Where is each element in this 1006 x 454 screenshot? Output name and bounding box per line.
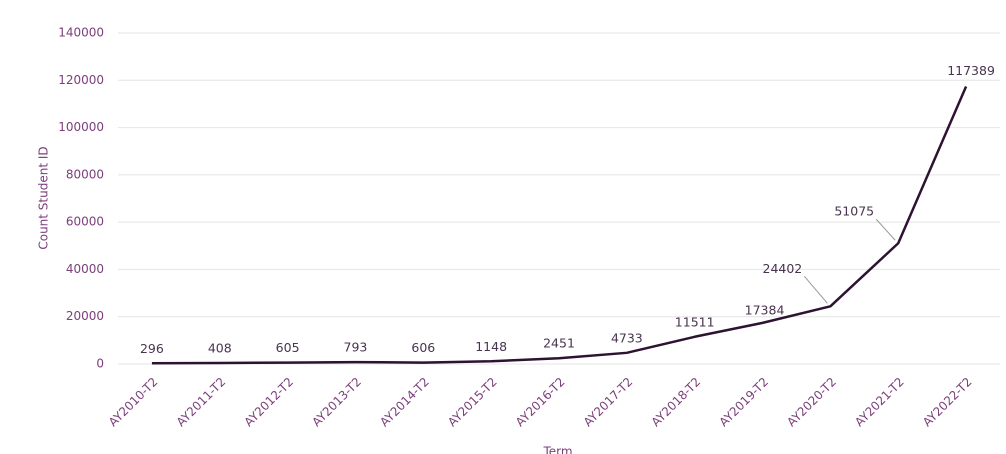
data-label: 606 [411, 340, 435, 355]
x-tick-label: AY2014-T2 [377, 375, 432, 430]
x-tick-label: AY2022-T2 [920, 375, 975, 430]
x-tick-label: AY2012-T2 [242, 375, 297, 430]
y-axis-label: Count Student ID [37, 146, 51, 249]
y-tick-label: 40000 [66, 262, 104, 276]
data-label: 605 [276, 340, 300, 355]
data-label: 24402 [763, 261, 803, 276]
x-axis-label: Term [542, 445, 572, 454]
data-label: 117389 [947, 63, 995, 78]
data-label: 4733 [611, 330, 643, 345]
y-tick-label: 80000 [66, 167, 104, 181]
x-tick-label: AY2019-T2 [716, 375, 771, 430]
x-tick-label: AY2013-T2 [309, 375, 364, 430]
y-tick-label: 20000 [66, 309, 104, 323]
x-tick-label: AY2016-T2 [513, 375, 568, 430]
x-tick-label: AY2020-T2 [784, 375, 839, 430]
y-tick-label: 120000 [58, 73, 104, 87]
y-tick-label: 60000 [66, 215, 104, 229]
y-tick-label: 100000 [58, 120, 104, 134]
data-label: 2451 [543, 336, 575, 351]
y-tick-label: 140000 [58, 26, 104, 40]
data-label: 11511 [675, 314, 715, 329]
y-tick-label: 0 [96, 357, 104, 371]
data-label: 793 [344, 340, 368, 355]
data-label: 296 [140, 341, 164, 356]
x-tick-label: AY2017-T2 [581, 375, 636, 430]
x-tick-label: AY2018-T2 [649, 375, 704, 430]
data-label: 17384 [745, 302, 785, 317]
x-tick-label: AY2021-T2 [852, 375, 907, 430]
x-tick-label: AY2010-T2 [106, 375, 161, 430]
x-tick-label: AY2015-T2 [445, 375, 500, 430]
x-tick-label: AY2011-T2 [174, 375, 229, 430]
data-label: 1148 [475, 339, 507, 354]
leader-line [804, 275, 828, 304]
data-label: 408 [208, 341, 232, 356]
data-label: 51075 [834, 204, 874, 219]
leader-line [875, 218, 896, 241]
data-line [151, 85, 968, 365]
